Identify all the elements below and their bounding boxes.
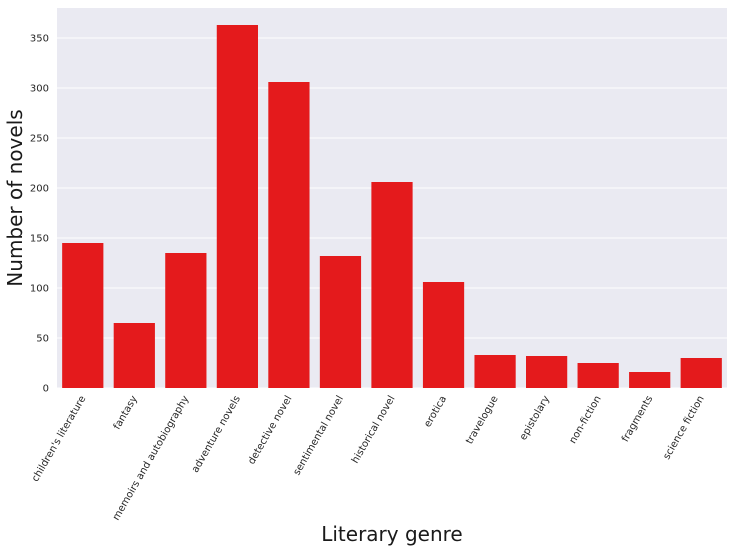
bar-erotica <box>422 282 465 388</box>
bar-fantasy <box>113 323 155 388</box>
bar-epistolary <box>526 356 568 388</box>
bar-fragments <box>629 372 671 388</box>
x-tick-label: adventure novels <box>190 394 243 475</box>
x-tick-label: science fiction <box>661 394 706 462</box>
x-tick-label: historical novel <box>350 394 398 465</box>
y-tick-label: 350 <box>30 34 49 45</box>
y-tick-label: 250 <box>30 134 49 145</box>
y-axis-title: Number of novels <box>3 109 27 286</box>
bar-memoirs-and-autobiography <box>165 253 207 388</box>
x-tick-label: detective novel <box>246 394 294 466</box>
y-tick-label: 300 <box>30 84 49 95</box>
bar-sentimental-novel <box>319 256 362 388</box>
bar-travelogue <box>474 355 516 388</box>
x-tick-label: sentimental novel <box>292 394 347 477</box>
x-tick-label: non-fiction <box>568 394 604 446</box>
bar-children-s-literature <box>62 243 104 388</box>
bar-non-fiction <box>577 363 619 388</box>
x-tick-label: fantasy <box>112 394 140 432</box>
x-tick-label: fragments <box>620 394 655 444</box>
bars <box>62 25 722 388</box>
x-axis-title: Literary genre <box>321 522 463 546</box>
x-tick-label: travelogue <box>464 394 501 446</box>
x-tick-label: epistolary <box>518 394 552 442</box>
bar-historical-novel <box>371 182 413 388</box>
y-tick-label: 0 <box>43 384 49 395</box>
bar-science-fiction <box>680 358 722 388</box>
x-tick-label: erotica <box>422 394 449 429</box>
bar-detective-novel <box>268 82 310 388</box>
y-tick-label: 150 <box>30 234 49 245</box>
bar-adventure-novels <box>216 25 258 388</box>
x-tick-label: children's literature <box>30 394 88 484</box>
y-tick-label: 200 <box>30 184 49 195</box>
y-tick-labels: 0 50 100 150 200 250 300 350 <box>30 34 49 395</box>
y-tick-label: 50 <box>36 334 49 345</box>
y-tick-label: 100 <box>30 284 49 295</box>
